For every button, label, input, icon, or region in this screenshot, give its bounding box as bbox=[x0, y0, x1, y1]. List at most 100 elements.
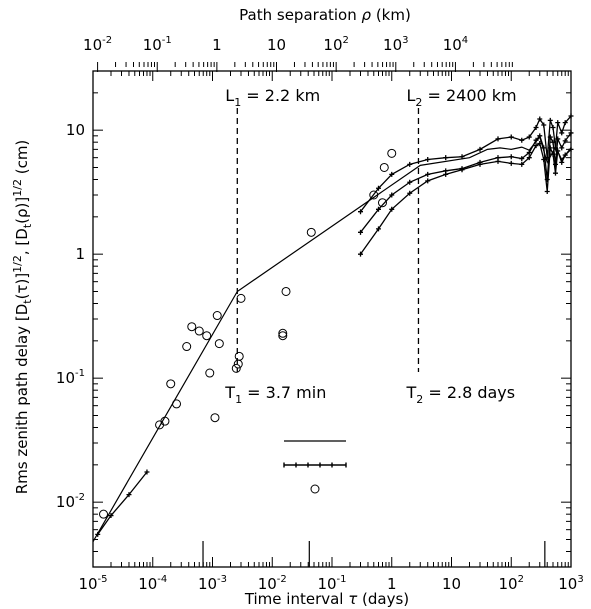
temporal-point bbox=[375, 185, 381, 191]
top-tick-label: 104 bbox=[443, 35, 468, 54]
spatial-point bbox=[202, 331, 212, 341]
spatial-point bbox=[210, 413, 220, 423]
plot-frame bbox=[92, 70, 572, 568]
transition-top-label: L2 = 2400 km bbox=[406, 86, 516, 109]
temporal-point bbox=[508, 160, 514, 166]
temporal-point bbox=[407, 179, 413, 185]
transition-bottom-label: T2 = 2.8 days bbox=[405, 383, 515, 406]
temporal-point bbox=[533, 137, 539, 143]
spatial-point bbox=[212, 311, 222, 321]
temporal-point bbox=[495, 136, 501, 142]
temporal-point bbox=[547, 145, 553, 151]
temporal-point bbox=[495, 158, 501, 164]
spatial-point bbox=[306, 227, 316, 237]
transition-top-label: L1 = 2.2 km bbox=[225, 86, 320, 109]
temporal-point bbox=[568, 146, 574, 152]
x-tick-label: 10 bbox=[442, 575, 461, 593]
axes bbox=[92, 70, 572, 568]
legend-circle-swatch bbox=[310, 484, 320, 494]
tick-labels: 10-5 10-4 10-3 10-2 10-1 1 10 102 103 10-2 10-1 1 10… bbox=[56, 35, 584, 593]
x-tick-label: 10-3 bbox=[198, 574, 227, 593]
temporal-curve bbox=[359, 142, 572, 255]
temporal-point bbox=[108, 513, 114, 519]
temporal-point bbox=[443, 155, 449, 161]
spatial-point bbox=[278, 331, 288, 341]
top-tick-label: 10 bbox=[267, 36, 286, 54]
y-tick-label: 1 bbox=[75, 245, 85, 263]
temporal-point bbox=[541, 122, 547, 128]
temporal-point bbox=[508, 154, 514, 160]
temporal-point bbox=[552, 170, 558, 176]
y-tick-label: 10-2 bbox=[56, 492, 85, 511]
temporal-point bbox=[389, 192, 395, 198]
temporal-point bbox=[144, 469, 150, 475]
top-tick-label: 102 bbox=[323, 35, 348, 54]
top-tick-label: 1 bbox=[212, 36, 222, 54]
temporal-point bbox=[425, 178, 431, 184]
spatial-point bbox=[234, 351, 244, 361]
temporal-point bbox=[562, 152, 568, 158]
y-tick-label: 10 bbox=[66, 121, 85, 139]
spatial-point bbox=[166, 379, 176, 389]
legend bbox=[283, 440, 347, 494]
temporal-point bbox=[477, 161, 483, 167]
tick-marks bbox=[92, 62, 572, 568]
temporal-point bbox=[526, 134, 532, 140]
spatial-point bbox=[160, 416, 170, 426]
temporal-point bbox=[358, 251, 364, 257]
temporal-point bbox=[559, 130, 565, 136]
spatial-point bbox=[377, 198, 387, 208]
transition-bottom-label: T1 = 3.7 min bbox=[224, 383, 326, 406]
spatial-point bbox=[379, 162, 389, 172]
temporal-curve bbox=[97, 471, 148, 535]
spatial-point bbox=[231, 363, 241, 373]
spatial-point bbox=[172, 399, 182, 409]
temporal-point bbox=[537, 133, 543, 139]
temporal-point bbox=[407, 161, 413, 167]
temporal-point bbox=[407, 190, 413, 196]
temporal-point bbox=[555, 120, 561, 126]
temporal-point bbox=[544, 189, 550, 195]
annotations: L1 = 2.2 km T1 = 3.7 min L2 = 2400 km T2 = … bbox=[202, 86, 546, 567]
x-tick-label: 10-1 bbox=[317, 574, 346, 593]
spatial-point bbox=[214, 339, 224, 349]
temporal-point bbox=[375, 226, 381, 232]
temporal-point bbox=[95, 531, 101, 537]
temporal-point bbox=[550, 139, 556, 145]
temporal-point bbox=[425, 171, 431, 177]
temporal-point bbox=[519, 137, 525, 143]
temporal-point bbox=[550, 125, 556, 131]
spatial-point bbox=[205, 368, 215, 378]
x-tick-label: 1 bbox=[387, 575, 397, 593]
temporal-point bbox=[526, 150, 532, 156]
x-tick-label: 102 bbox=[499, 574, 524, 593]
spatial-point bbox=[182, 342, 192, 352]
temporal-point bbox=[568, 113, 574, 119]
temporal-point bbox=[126, 492, 132, 498]
temporal-point bbox=[550, 151, 556, 157]
temporal-point bbox=[537, 116, 543, 122]
temporal-point bbox=[562, 120, 568, 126]
temporal-point bbox=[519, 156, 525, 162]
temporal-point bbox=[358, 209, 364, 215]
temporal-point bbox=[443, 171, 449, 177]
spatial-point bbox=[194, 326, 204, 336]
x-axis-label: Time interval τ (days) bbox=[244, 590, 409, 608]
x-tick-label: 10-2 bbox=[258, 574, 287, 593]
temporal-point bbox=[555, 148, 561, 154]
temporal-point bbox=[526, 155, 532, 161]
spatial-point bbox=[387, 148, 397, 158]
model-line bbox=[92, 135, 572, 542]
temporal-point bbox=[541, 145, 547, 151]
temporal-point bbox=[358, 229, 364, 235]
y-tick-label: 10-1 bbox=[56, 368, 85, 387]
temporal-point bbox=[547, 134, 553, 140]
top-tick-label: 103 bbox=[383, 35, 408, 54]
temporal-point bbox=[519, 161, 525, 167]
temporal-point bbox=[541, 156, 547, 162]
spatial-point bbox=[155, 420, 165, 430]
temporal-point bbox=[389, 206, 395, 212]
spatial-point bbox=[369, 190, 379, 200]
spatial-point bbox=[281, 286, 291, 296]
